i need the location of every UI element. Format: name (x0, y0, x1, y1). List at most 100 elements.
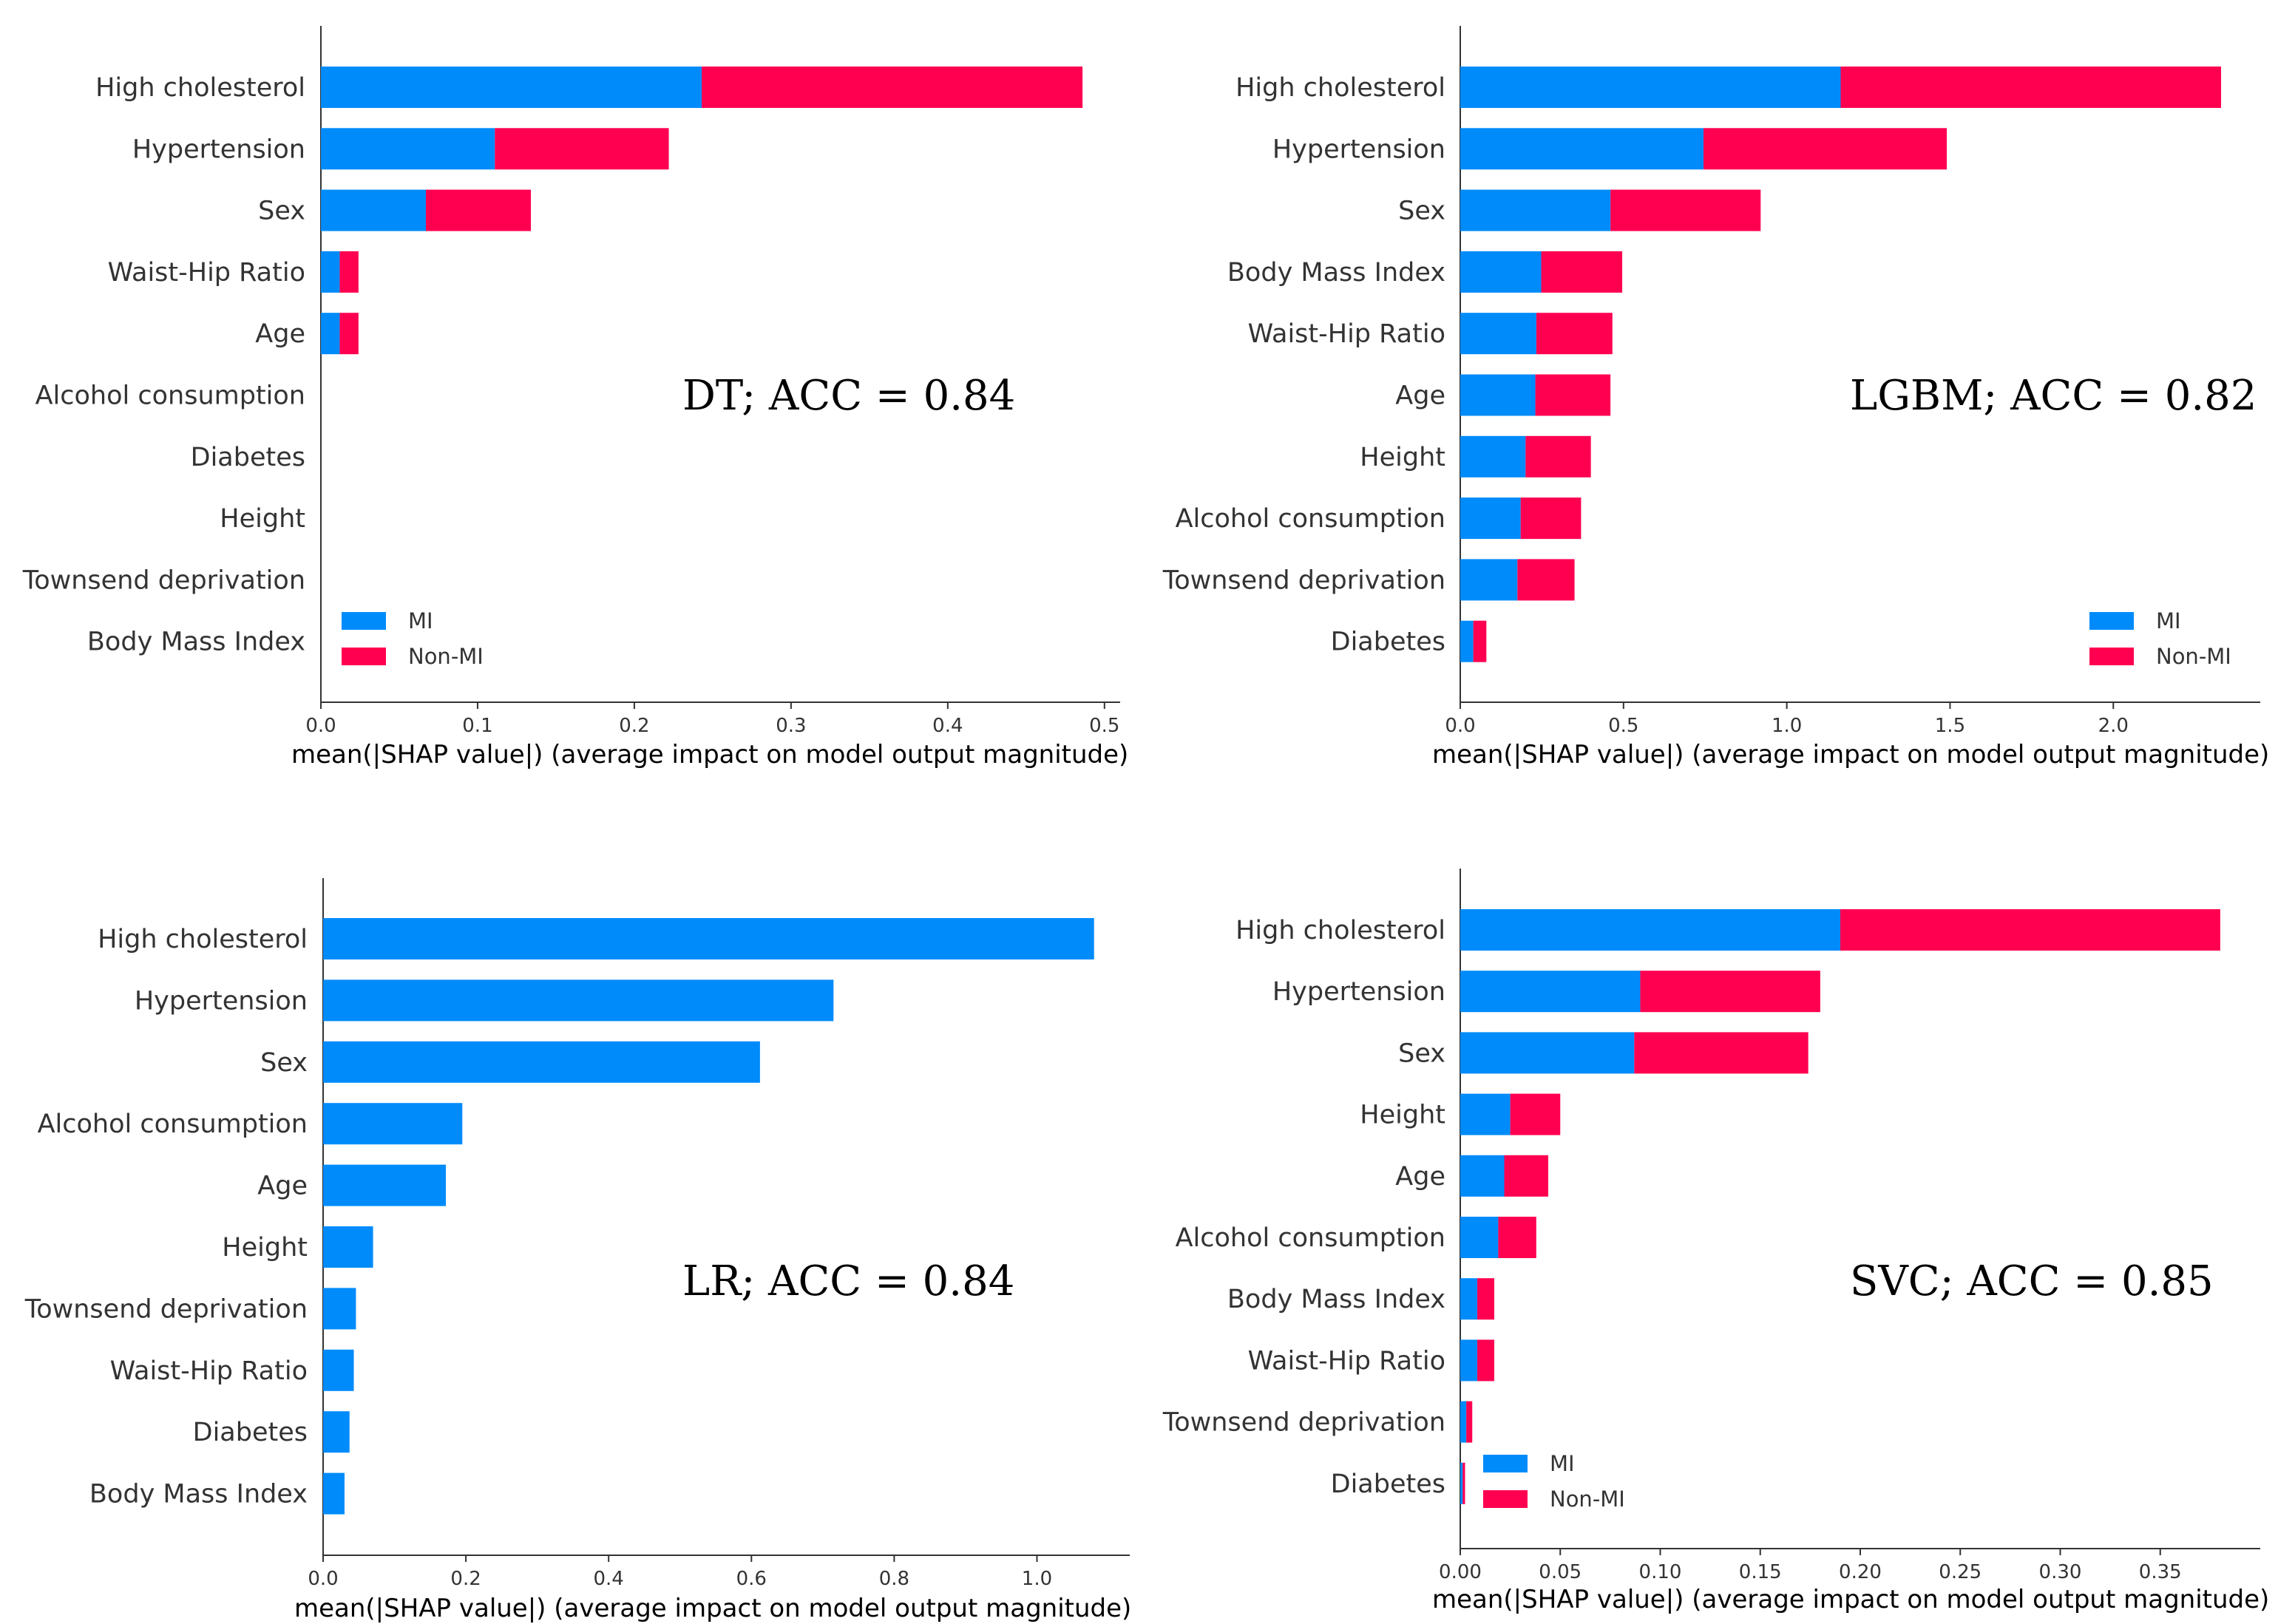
category-label: Height (220, 504, 305, 534)
category-label: High cholesterol (98, 925, 308, 954)
legend-label-non-mi: Non-MI (1550, 1487, 1625, 1512)
bar-mi (1460, 313, 1536, 355)
category-label: High cholesterol (95, 73, 305, 103)
bar-non-mi (1517, 559, 1575, 601)
category-label: Townsend deprivation (24, 1294, 308, 1324)
legend-swatch-non-mi (342, 648, 386, 665)
category-label: Diabetes (1331, 1470, 1445, 1499)
bar-mi (323, 1164, 447, 1206)
bar-mi (1460, 1339, 1477, 1382)
x-tick-label: 0.00 (1439, 1561, 1482, 1583)
x-axis-label: mean(|SHAP value|) (average impact on mo… (1432, 1585, 2269, 1614)
bar-non-mi (1477, 1278, 1494, 1320)
category-label: Age (1395, 1162, 1445, 1192)
x-tick-label: 0.5 (1608, 715, 1638, 737)
category-label: Hypertension (1272, 135, 1445, 164)
category-label: Townsend deprivation (1162, 1408, 1445, 1438)
x-tick-label: 0.2 (619, 715, 649, 737)
category-label: Alcohol consumption (35, 381, 305, 411)
x-tick-label: 1.0 (1022, 1568, 1052, 1590)
bar-mi (321, 189, 427, 231)
bar-non-mi (495, 128, 669, 170)
legend: MI Non-MI (2089, 608, 2231, 669)
legend-swatch-mi (1483, 1455, 1528, 1472)
legend-label-mi: MI (1550, 1451, 1575, 1476)
bar-non-mi (1504, 1155, 1549, 1197)
legend: MI Non-MI (342, 608, 484, 669)
category-label: Height (1360, 443, 1445, 472)
category-label: Hypertension (135, 986, 308, 1016)
bar-mi (323, 1472, 345, 1515)
accuracy-annotation: LR; ACC = 0.84 (682, 1257, 1014, 1305)
category-label: Height (222, 1233, 308, 1263)
category-label: High cholesterol (1235, 73, 1445, 103)
x-axis-label: mean(|SHAP value|) (average impact on mo… (294, 1594, 1131, 1623)
bar-mi (1460, 1217, 1499, 1258)
category-label: Height (1360, 1101, 1445, 1130)
x-tick-label: 0.0 (305, 715, 336, 737)
category-label: Body Mass Index (87, 628, 305, 657)
bar-mi (1460, 1278, 1477, 1320)
accuracy-annotation: DT; ACC = 0.84 (682, 372, 1015, 420)
bar-mi (1460, 128, 1704, 170)
bar-mi (1460, 1093, 1511, 1135)
category-label: Sex (258, 197, 305, 226)
bar-non-mi (1840, 909, 2220, 951)
bar-mi (1460, 1462, 1463, 1504)
x-tick-label: 0.0 (1445, 715, 1475, 737)
x-tick-label: 0.30 (2039, 1561, 2082, 1583)
bar-non-mi (702, 67, 1083, 108)
x-tick-label: 0.5 (1089, 715, 1119, 737)
category-label: Alcohol consumption (1176, 504, 1445, 534)
x-tick-label: 0.6 (736, 1568, 767, 1590)
x-tick-label: 0.4 (594, 1568, 624, 1590)
bar-mi (323, 979, 834, 1022)
category-label: Hypertension (1272, 977, 1445, 1007)
legend: MI Non-MI (1483, 1451, 1625, 1512)
category-label: Diabetes (191, 443, 305, 472)
x-tick-label: 2.0 (2098, 715, 2129, 737)
bar-mi (1460, 497, 1521, 540)
bar-mi (1460, 1401, 1467, 1443)
legend-label-mi: MI (408, 608, 433, 633)
bar-mi (1460, 251, 1542, 293)
category-label: Waist-Hip Ratio (108, 258, 305, 288)
bar-mi (1460, 1155, 1505, 1197)
bar-non-mi (1610, 189, 1761, 231)
legend-label-non-mi: Non-MI (408, 644, 484, 669)
category-label: Sex (1398, 197, 1445, 226)
bar-mi (1460, 620, 1474, 662)
bar-mi (323, 918, 1094, 959)
bar-mi (1460, 1032, 1635, 1074)
legend-swatch-mi (2089, 612, 2134, 630)
category-label: Sex (260, 1048, 308, 1078)
category-label: Waist-Hip Ratio (1248, 1346, 1445, 1376)
chart-svc: 0.00 0.05 0.10 0.15 0.20 0.25 0.30 0.35 High cho… (1162, 869, 2269, 1614)
bar-mi (321, 67, 702, 108)
x-tick-label: 0.2 (450, 1568, 481, 1590)
category-label: Waist-Hip Ratio (1248, 319, 1445, 349)
chart-dt: 0.0 0.1 0.2 0.3 0.4 0.5 High cholesterol Hypert… (22, 26, 1128, 769)
bar-non-mi (1510, 1093, 1561, 1135)
category-label: Alcohol consumption (38, 1110, 308, 1139)
x-tick-label: 0.0 (308, 1568, 338, 1590)
bar-non-mi (1473, 620, 1487, 662)
chart-lgbm: 0.0 0.5 1.0 1.5 2.0 High cholesterol Hypertens… (1162, 26, 2269, 769)
bar-mi (323, 1411, 350, 1453)
bar-mi (321, 251, 340, 293)
legend-swatch-non-mi (2089, 648, 2134, 665)
bar-non-mi (1536, 313, 1613, 355)
bar-mi (1460, 971, 1641, 1013)
bar-non-mi (1498, 1217, 1536, 1258)
x-tick-label: 0.35 (2139, 1561, 2182, 1583)
bar-non-mi (1704, 128, 1947, 170)
category-label: Diabetes (193, 1418, 308, 1447)
bar-mi (1460, 909, 1840, 951)
bar-mi (1460, 559, 1518, 601)
x-tick-label: 0.05 (1539, 1561, 1582, 1583)
x-tick-label: 1.0 (1772, 715, 1802, 737)
x-tick-label: 1.5 (1935, 715, 1965, 737)
category-label: Townsend deprivation (22, 565, 305, 595)
bar-non-mi (339, 313, 359, 355)
x-tick-label: 0.15 (1739, 1561, 1782, 1583)
